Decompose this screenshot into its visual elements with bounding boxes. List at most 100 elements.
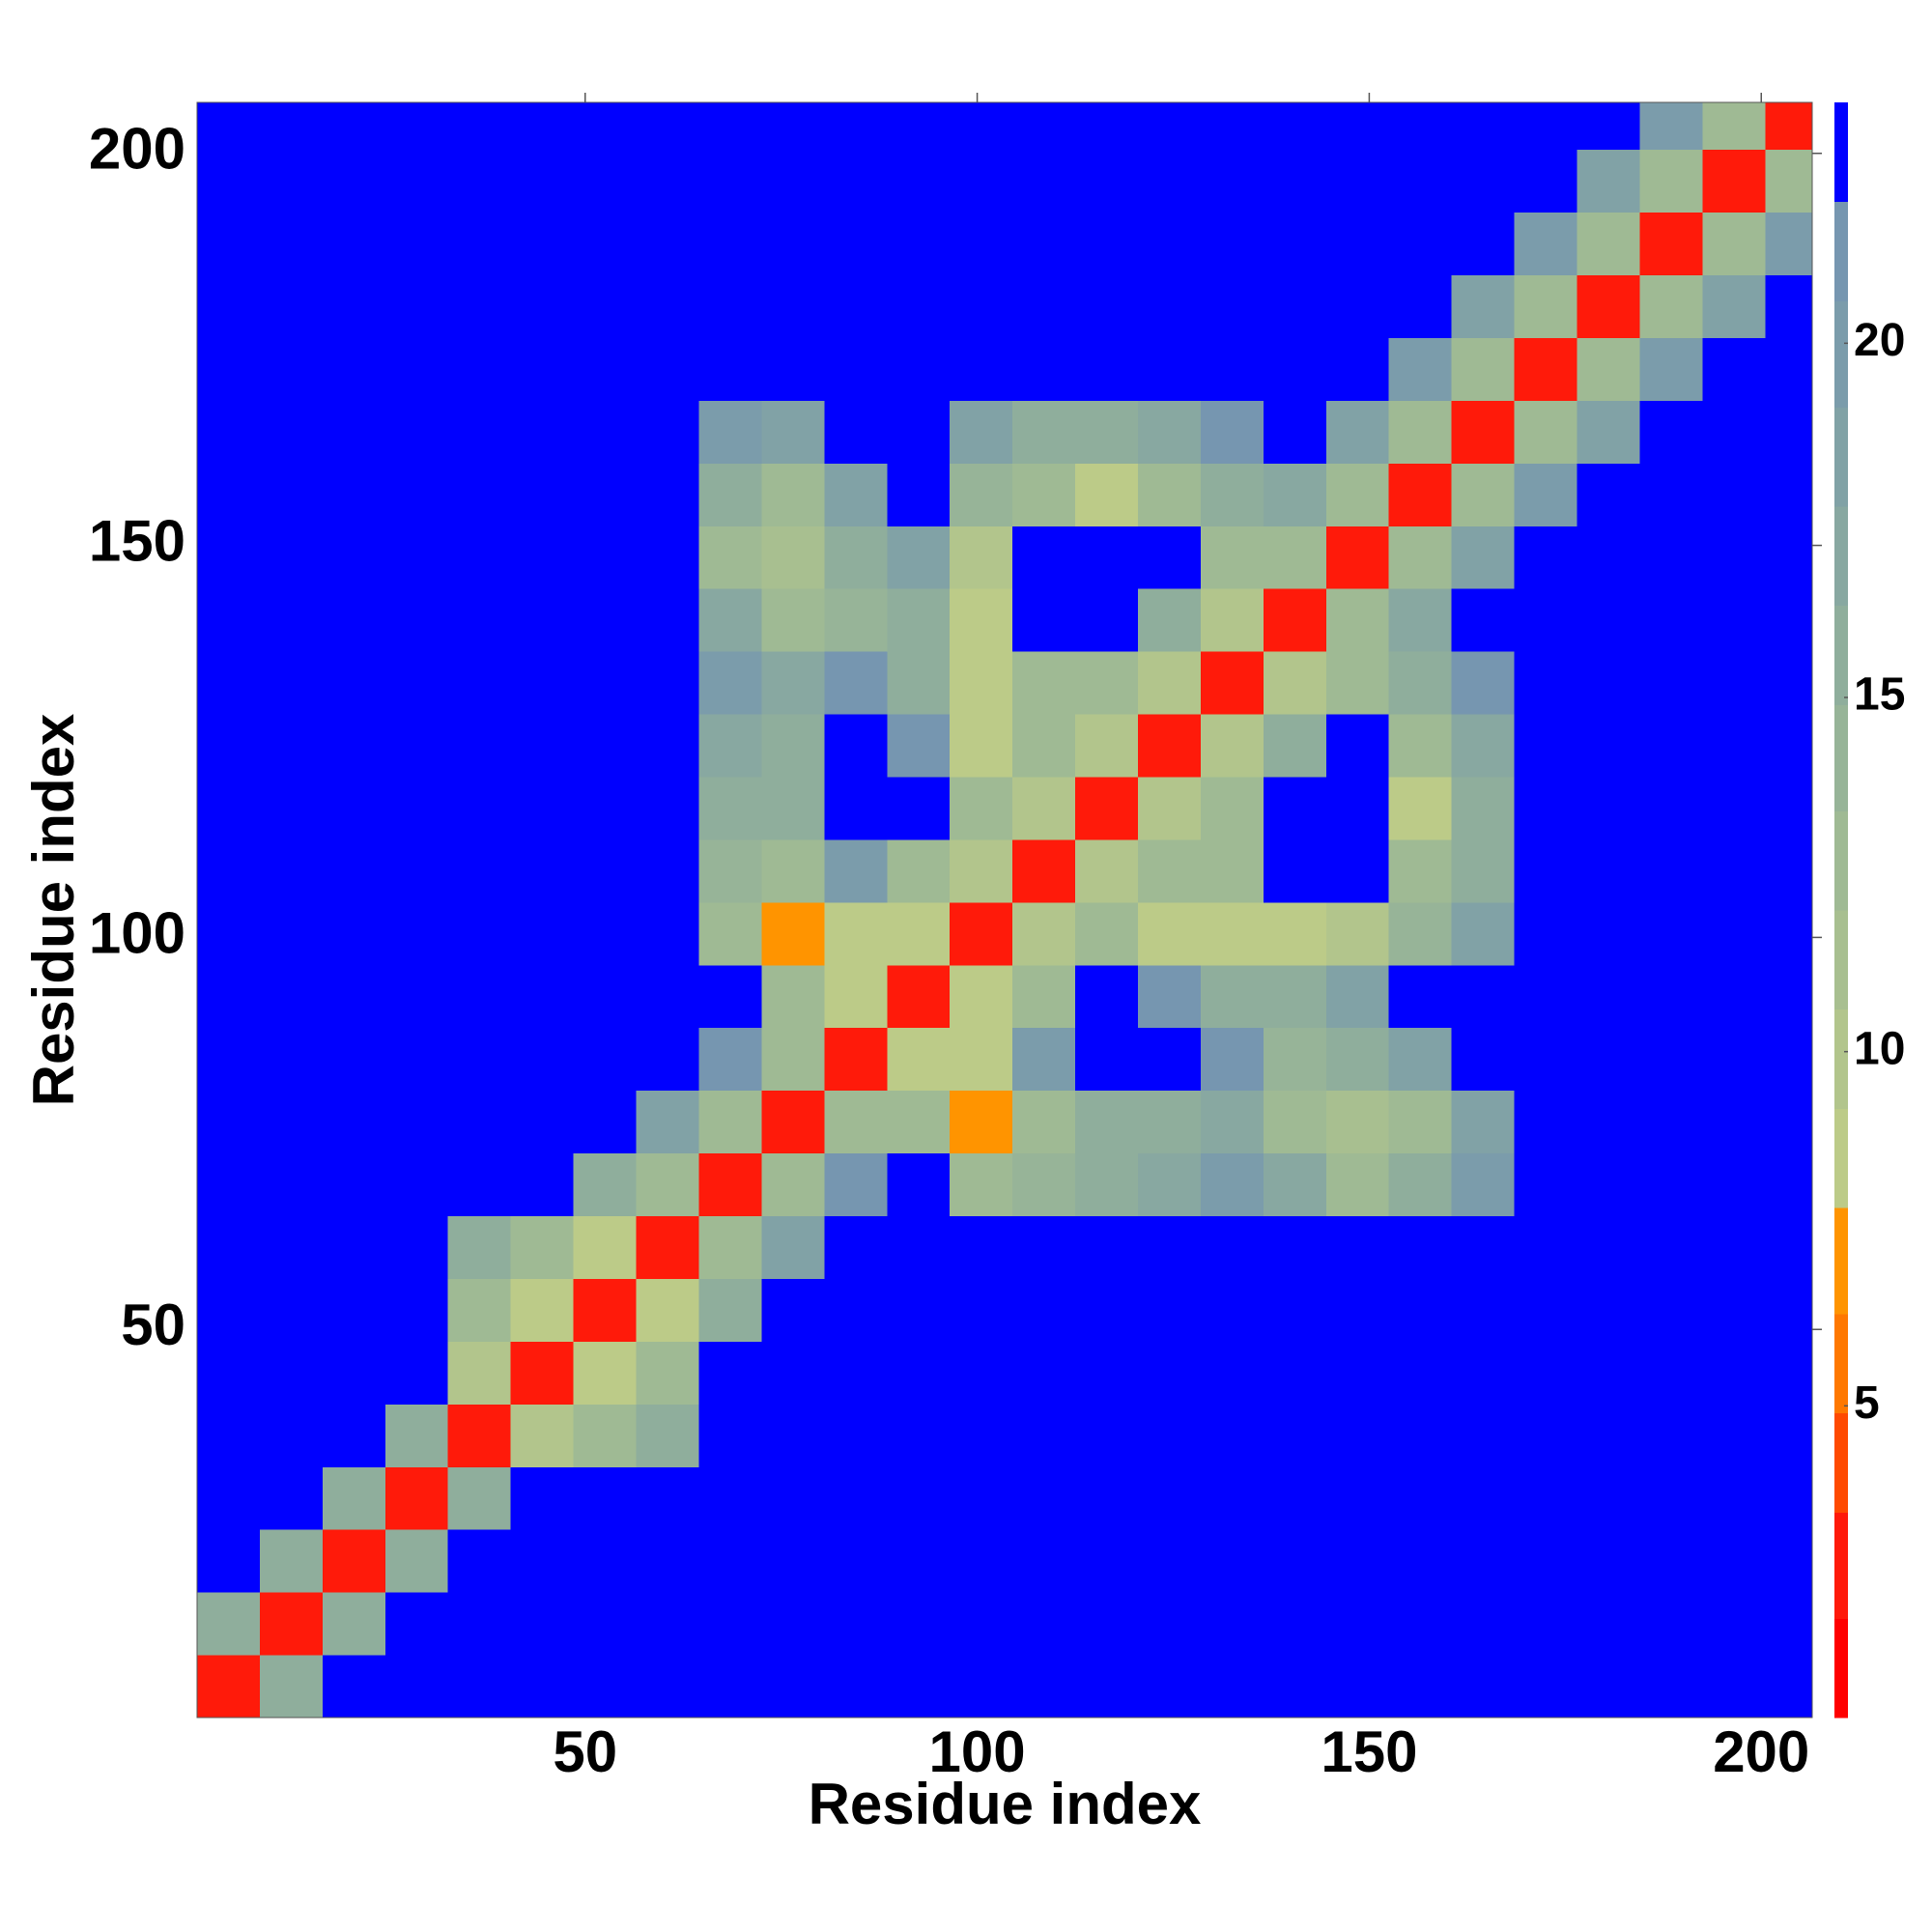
cell [1012,1090,1076,1154]
cell [510,1592,575,1656]
cell [1075,964,1139,1029]
cell [1012,1655,1076,1719]
cell [824,212,888,276]
cell [1577,1278,1640,1342]
cell [1451,1466,1516,1530]
cell [887,1027,951,1092]
cell [1451,102,1516,151]
cell [1012,337,1076,401]
cell [1325,838,1390,903]
cell [761,1655,825,1719]
cell [573,149,638,213]
cell [510,102,575,151]
cell [1263,102,1327,151]
cell [887,463,951,526]
cell [573,714,638,778]
cell [573,1404,638,1467]
cell [887,1404,951,1467]
cell [1702,714,1766,778]
cell [1639,337,1703,401]
cell [950,714,1013,778]
cell [1765,400,1813,464]
cell [197,1027,261,1092]
cell [447,1529,512,1593]
cell [1388,1341,1453,1405]
cell [1075,588,1139,652]
cell [197,400,261,464]
cell [1012,1278,1076,1342]
cell [887,102,951,151]
colorbar-segment [1834,506,1848,607]
cell [197,149,261,213]
cell [1200,964,1264,1029]
cell [824,588,888,652]
colorbar-segment [1834,1208,1848,1315]
cell [1137,901,1202,966]
cell [1137,102,1202,151]
cell [197,463,261,526]
cell [573,212,638,276]
cell [197,838,261,903]
colorbar-segment [1834,1412,1848,1513]
cell [1702,1592,1766,1656]
cell [1514,651,1578,715]
cell [1388,1090,1453,1154]
cell [636,1278,699,1342]
cell [1075,149,1139,213]
cell [1514,274,1578,338]
cell [1388,838,1453,903]
cell [1012,1341,1076,1405]
cell [950,1466,1013,1530]
cell [950,463,1013,526]
cell [573,1529,638,1593]
cell [1388,964,1453,1029]
cell [1200,714,1264,778]
cell [1577,651,1640,715]
cell [1639,526,1703,589]
cell [573,1341,638,1405]
colorbar-segment [1834,704,1848,811]
cell [1200,588,1264,652]
cell [197,1090,261,1154]
cell [197,1655,261,1719]
cell [1388,1466,1453,1530]
cell [1451,274,1516,338]
cell [636,337,699,401]
cell [636,1152,699,1217]
cell [510,1090,575,1154]
cell [1514,1090,1578,1154]
cell [1388,714,1453,778]
cell [1765,777,1813,840]
cell [1702,838,1766,903]
cell [824,1278,888,1342]
cell [447,212,512,276]
cell [1263,1529,1327,1593]
cell [1765,1404,1813,1467]
cell [259,1655,324,1719]
cell [1514,1529,1578,1593]
cell [197,1592,261,1656]
cell [1012,901,1076,966]
cell [761,964,825,1029]
cell [259,964,324,1029]
cell [636,1404,699,1467]
cell [573,1090,638,1154]
cell [1577,838,1640,903]
cell [322,463,386,526]
cell [322,901,386,966]
cell [1514,1215,1578,1279]
cell [1765,1278,1813,1342]
cell [447,1655,512,1719]
cell [950,1592,1013,1656]
cell [761,588,825,652]
cell [1765,149,1813,213]
cell [1702,1529,1766,1593]
cell [259,149,324,213]
cell [636,714,699,778]
cell [1451,1341,1516,1405]
cell [1388,102,1453,151]
cell [1577,964,1640,1029]
cell [384,1655,449,1719]
cell [1325,526,1390,589]
y-tick-label: 100 [89,900,185,965]
